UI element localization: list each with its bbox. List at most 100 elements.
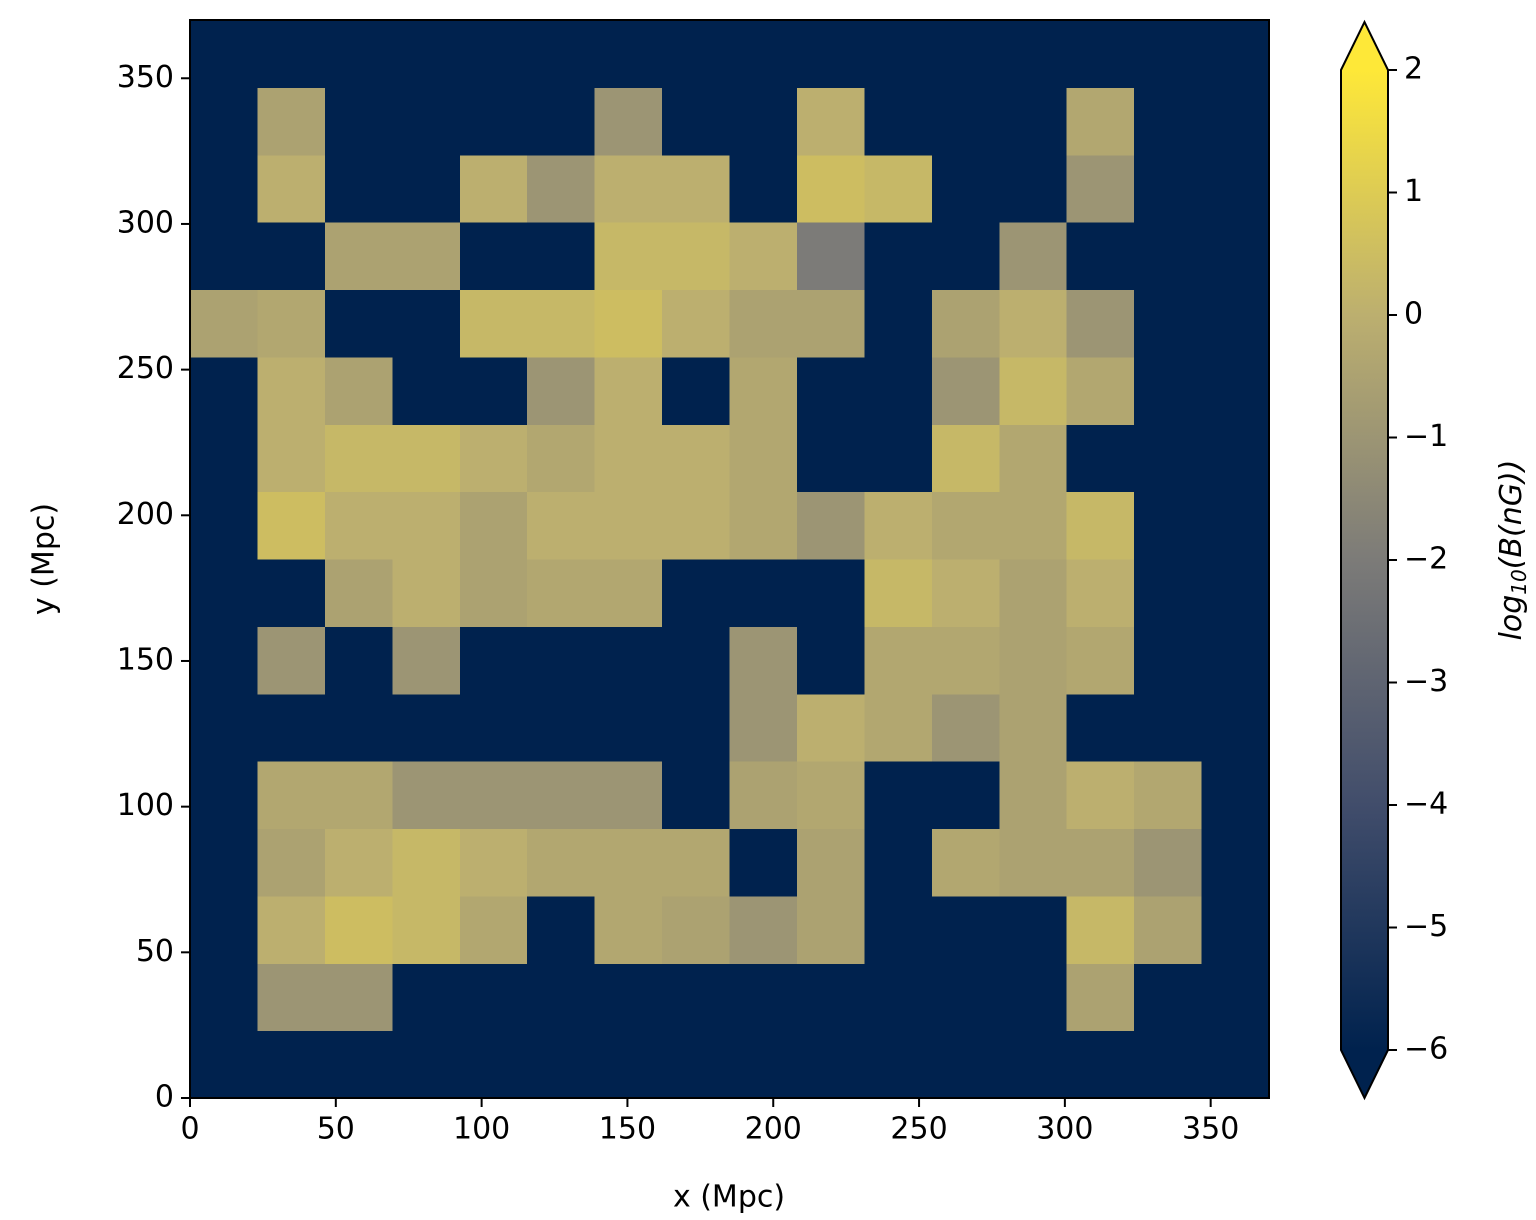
heatmap-cell: [999, 222, 1067, 290]
heatmap-cell: [595, 290, 663, 358]
heatmap-cell: [1202, 290, 1270, 358]
heatmap-cell: [797, 559, 865, 627]
heatmap-cell: [730, 1031, 798, 1099]
heatmap-cell: [730, 694, 798, 762]
heatmap-cell: [392, 222, 460, 290]
heatmap-cell: [257, 87, 325, 155]
heatmap-cell: [864, 290, 932, 358]
heatmap-cell: [460, 87, 528, 155]
heatmap-cell: [257, 20, 325, 88]
heatmap-cell: [190, 424, 258, 492]
heatmap-cell: [392, 155, 460, 223]
heatmap-cell: [257, 1031, 325, 1099]
x-tick-label: 350: [1182, 1112, 1239, 1147]
heatmap-cell: [190, 20, 258, 88]
heatmap-cell: [325, 896, 393, 964]
heatmap-cell: [662, 829, 730, 897]
heatmap-cell: [325, 1031, 393, 1099]
colorbar-tick-label: 2: [1404, 52, 1423, 87]
heatmap-cell: [730, 290, 798, 358]
heatmap-cell: [999, 626, 1067, 694]
heatmap-cell: [392, 559, 460, 627]
heatmap-cell: [1202, 559, 1270, 627]
heatmap: [190, 20, 1270, 1099]
y-tick-label: 50: [136, 934, 174, 969]
heatmap-cell: [527, 1031, 595, 1099]
heatmap-cell: [932, 761, 1000, 829]
heatmap-cell: [864, 87, 932, 155]
heatmap-cell: [797, 829, 865, 897]
heatmap-cell: [932, 492, 1000, 560]
heatmap-cell: [460, 357, 528, 425]
heatmap-cell: [999, 896, 1067, 964]
heatmap-cell: [595, 492, 663, 560]
heatmap-cell: [797, 222, 865, 290]
heatmap-cell: [999, 87, 1067, 155]
heatmap-cell: [1067, 492, 1135, 560]
heatmap-cell: [392, 357, 460, 425]
heatmap-cell: [662, 626, 730, 694]
heatmap-cell: [999, 559, 1067, 627]
heatmap-cell: [190, 1031, 258, 1099]
heatmap-cell: [932, 626, 1000, 694]
heatmap-cell: [325, 357, 393, 425]
heatmap-cell: [595, 694, 663, 762]
heatmap-cell: [460, 761, 528, 829]
heatmap-cell: [595, 761, 663, 829]
heatmap-cell: [999, 694, 1067, 762]
heatmap-cell: [864, 694, 932, 762]
heatmap-cell: [460, 694, 528, 762]
x-tick-label: 300: [1036, 1112, 1093, 1147]
heatmap-cell: [595, 963, 663, 1031]
heatmap-cell: [662, 694, 730, 762]
heatmap-cell: [527, 626, 595, 694]
heatmap-cell: [325, 963, 393, 1031]
heatmap-cell: [595, 1031, 663, 1099]
heatmap-cell: [932, 559, 1000, 627]
heatmap-cell: [1067, 424, 1135, 492]
heatmap-cell: [1067, 222, 1135, 290]
heatmap-cell: [257, 357, 325, 425]
heatmap-cell: [595, 20, 663, 88]
heatmap-cell: [257, 492, 325, 560]
heatmap-cell: [730, 761, 798, 829]
y-tick-label: 0: [155, 1080, 174, 1115]
heatmap-cell: [325, 222, 393, 290]
heatmap-cell: [864, 626, 932, 694]
heatmap-cell: [730, 492, 798, 560]
heatmap-cell: [595, 87, 663, 155]
heatmap-cell: [662, 761, 730, 829]
heatmap-cell: [1134, 626, 1202, 694]
heatmap-cell: [864, 829, 932, 897]
heatmap-cell: [1202, 155, 1270, 223]
heatmap-cell: [932, 896, 1000, 964]
colorbar-extend-min: [1341, 1050, 1388, 1098]
heatmap-cell: [1202, 424, 1270, 492]
heatmap-cell: [1067, 626, 1135, 694]
heatmap-cell: [595, 896, 663, 964]
heatmap-cell: [932, 290, 1000, 358]
heatmap-cell: [797, 20, 865, 88]
heatmap-cell: [864, 896, 932, 964]
heatmap-cell: [662, 896, 730, 964]
heatmap-cell: [595, 626, 663, 694]
heatmap-cell: [1067, 1031, 1135, 1099]
heatmap-cell: [864, 155, 932, 223]
heatmap-cell: [662, 1031, 730, 1099]
heatmap-cell: [932, 20, 1000, 88]
heatmap-cell: [460, 290, 528, 358]
colorbar-extend-max: [1341, 22, 1388, 70]
heatmap-cell: [460, 896, 528, 964]
heatmap-cell: [325, 829, 393, 897]
heatmap-cell: [730, 424, 798, 492]
heatmap-cell: [932, 829, 1000, 897]
colorbar-tick-label: −5: [1404, 909, 1448, 944]
heatmap-cell: [797, 155, 865, 223]
heatmap-cell: [460, 20, 528, 88]
heatmap-cell: [190, 626, 258, 694]
heatmap-cell: [257, 290, 325, 358]
heatmap-cell: [460, 963, 528, 1031]
colorbar-label-rest: (B(nG)): [1494, 460, 1529, 570]
heatmap-cell: [797, 761, 865, 829]
x-axis-label: x (Mpc): [673, 1180, 785, 1215]
